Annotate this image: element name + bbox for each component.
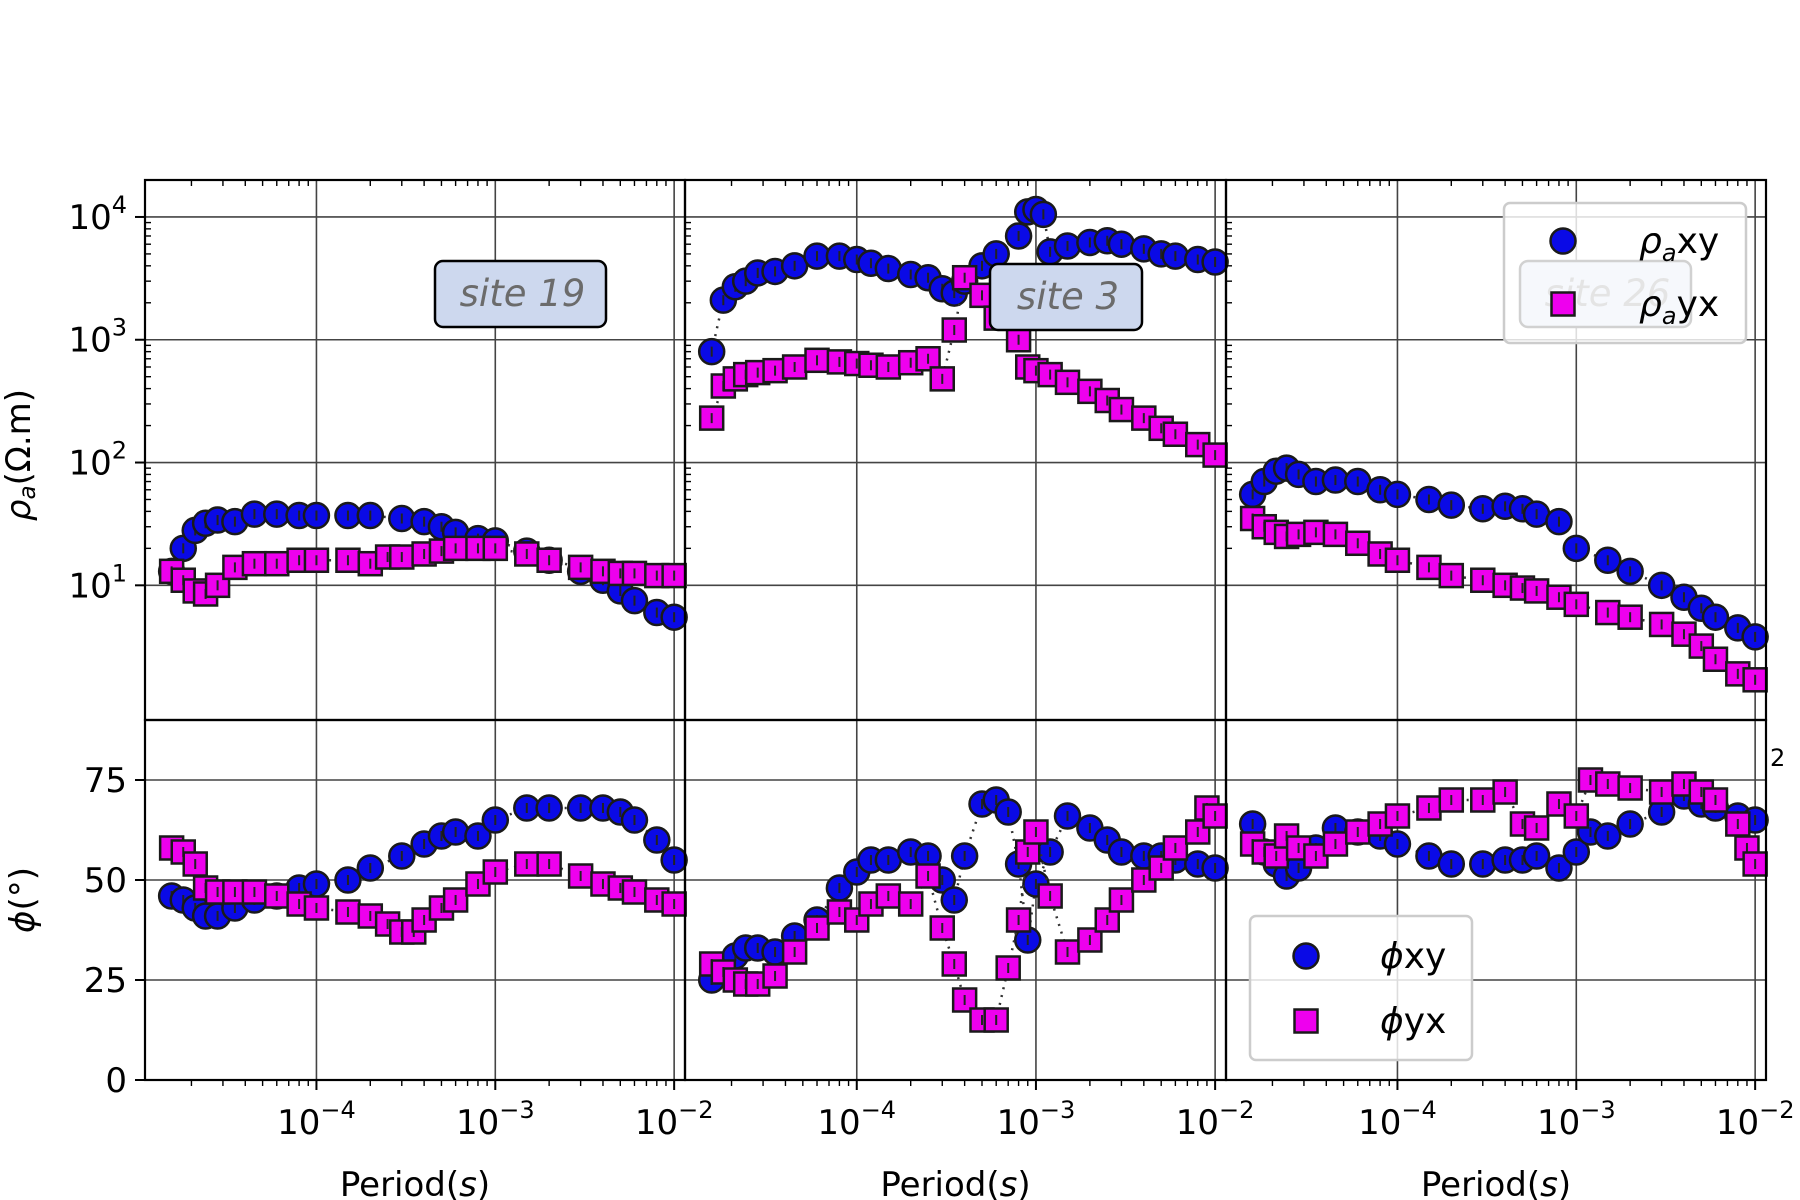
phase-series-xy [157, 794, 688, 930]
x-axis-label: Period(s) [340, 1165, 490, 1200]
phase-subplot: 10−4 10−3 10−2 Period(s) [1224, 718, 1795, 1200]
legends: ρaxy ρayx ϕxy ϕyx [1248, 201, 1748, 1062]
site-label-box [988, 262, 1144, 332]
panel-1: 101 102 103 104 site 19 0 25 50 75 10−4 10−3 10−2 Pe… [68, 178, 714, 1200]
rho-y-tick-label: 104 [68, 191, 127, 238]
x-tick-label: 10−2 [1176, 1096, 1255, 1143]
phase-series-yx [158, 835, 687, 945]
phase-frame [1224, 718, 1768, 1082]
rho-series-xy [1238, 454, 1769, 651]
x-tick-label: 10−4 [817, 1096, 896, 1143]
phase-y-tick-label: 50 [84, 861, 127, 901]
x-tick-label: 10−4 [277, 1096, 356, 1143]
rho-legend: ρaxy ρayx [1502, 201, 1748, 345]
x-tick-label: 10−3 [456, 1096, 535, 1143]
x-axis-label: Period(s) [1421, 1165, 1571, 1200]
phase-subplot: 10−4 10−3 10−2 Period(s) [683, 718, 1255, 1200]
phase-y-tick-label: 25 [84, 961, 127, 1001]
site-label: site 19 [433, 259, 608, 329]
rho-series-yx [698, 264, 1228, 468]
phi-legend-label: ϕyx [1380, 1001, 1446, 1042]
x-axis-label: Period(s) [880, 1165, 1030, 1200]
phi-legend-marker [1293, 1008, 1319, 1034]
figure-labels: ρa(Ω.m) ϕ(°) 2 [0, 389, 1785, 933]
panels: 101 102 103 104 site 19 0 25 50 75 10−4 10−3 10−2 Pe… [68, 178, 1795, 1200]
phase-series-yx [698, 795, 1228, 1033]
phase-subplot: 0 25 50 75 10−4 10−3 10−2 Period(s) [84, 718, 714, 1200]
phase-series-yx [1239, 767, 1768, 877]
phi-y-axis-label: ϕ(°) [3, 867, 43, 933]
phase-series-xy [697, 786, 1229, 994]
site-label-text: site 19 [460, 272, 586, 315]
rho-y-tick-label: 103 [68, 314, 127, 361]
rho-subplot [1224, 178, 1769, 722]
phase-series-xy [1238, 782, 1769, 890]
phi-legend-marker [1292, 942, 1320, 970]
phi-legend: ϕxy ϕyx [1248, 914, 1474, 1062]
site-label-box [433, 259, 608, 329]
x-tick-label: 10−3 [1537, 1096, 1616, 1143]
site-label-text: site 3 [1017, 275, 1119, 318]
rho-subplot [683, 178, 1229, 722]
rho-series-yx [158, 535, 687, 607]
x-tick-label: 10−2 [635, 1096, 714, 1143]
rho-subplot: 101 102 103 104 [68, 178, 688, 722]
phase-y-tick-label: 75 [84, 761, 127, 801]
phase-y-tick-label: 0 [105, 1061, 127, 1101]
x-tick-label: 10−3 [997, 1096, 1076, 1143]
rho-y-tick-label: 102 [68, 437, 127, 484]
site-label: site 3 [988, 262, 1144, 332]
panel-2: site 3 10−4 10−3 10−2 Period(s) [683, 178, 1255, 1200]
rho-y-tick-label: 101 [68, 559, 127, 606]
rho-legend-label: ρayx [1639, 284, 1719, 330]
rho-legend-marker [1549, 227, 1577, 255]
stray-label: 2 [1770, 744, 1785, 772]
phi-legend-label: ϕxy [1380, 936, 1446, 977]
x-tick-label: 10−4 [1358, 1096, 1437, 1143]
rho-frame [143, 178, 687, 722]
x-tick-label: 10−2 [1716, 1096, 1795, 1143]
rho-legend-label: ρaxy [1639, 221, 1719, 267]
rho-series-yx [1239, 505, 1768, 693]
rho-legend-marker [1550, 291, 1576, 317]
rho-y-axis-label: ρa(Ω.m) [0, 389, 41, 521]
